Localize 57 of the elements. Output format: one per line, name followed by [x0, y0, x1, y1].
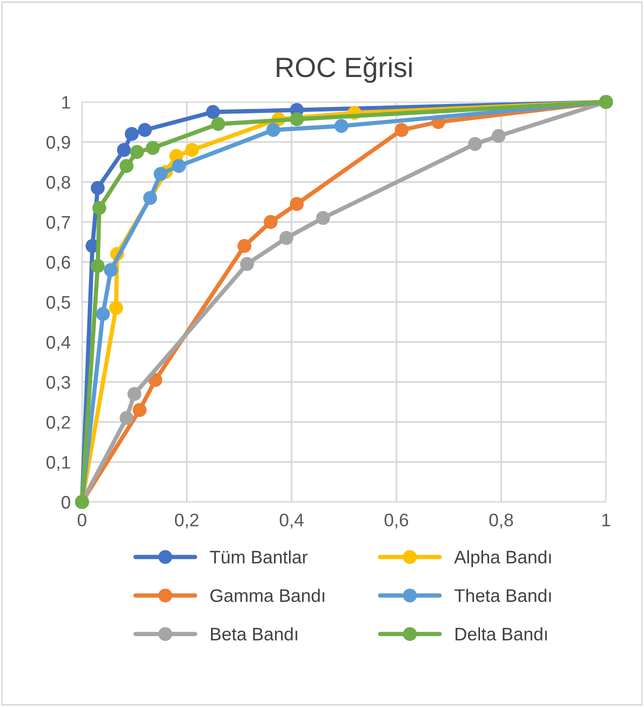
y-tick-label: 0,8	[46, 176, 70, 191]
chart-title: ROC Eğrisi	[276, 56, 412, 83]
point	[468, 137, 482, 151]
point	[90, 181, 105, 195]
y-tick-label: 0,4	[46, 336, 70, 351]
x-tick-label: 1	[602, 514, 610, 526]
point	[92, 201, 106, 215]
point	[237, 239, 252, 253]
point	[124, 127, 139, 141]
legend-label: Beta Bandı	[211, 627, 298, 641]
point	[266, 123, 280, 137]
y-tick-label: 0,5	[46, 296, 70, 311]
point	[143, 191, 158, 205]
point	[109, 301, 124, 315]
y-tick-label: 0,6	[46, 256, 70, 271]
point	[127, 387, 142, 401]
x-tick-label: 0,4	[280, 514, 304, 529]
point	[116, 143, 131, 157]
point	[120, 411, 134, 425]
point	[120, 159, 134, 173]
point	[138, 123, 152, 137]
point	[290, 197, 304, 211]
y-tick-label: 0,3	[46, 376, 70, 391]
x-tick-label: 0,8	[489, 514, 513, 529]
y-tick-label: 0,9	[46, 136, 70, 151]
y-tick-label: 1	[62, 96, 70, 109]
point	[334, 119, 348, 133]
point	[132, 403, 147, 417]
point	[146, 141, 160, 155]
point	[154, 167, 168, 181]
point	[316, 211, 330, 225]
y-tick-label: 0,1	[46, 456, 70, 471]
point	[290, 112, 304, 126]
point	[394, 123, 409, 137]
y-tick-label: 0,2	[46, 416, 70, 431]
point	[240, 257, 254, 271]
point	[104, 263, 118, 277]
point	[492, 129, 506, 143]
x-tick-label: 0	[78, 514, 86, 526]
y-tick-label: 0	[62, 496, 70, 509]
point	[96, 307, 110, 321]
legend-label: Alpha Bandı	[454, 550, 551, 568]
y-tick-label: 0,7	[46, 216, 70, 231]
point	[172, 159, 186, 173]
x-tick-label: 0,2	[174, 514, 198, 529]
legend-label: Tüm Bantlar	[210, 550, 308, 564]
legend-label: Theta Bandı	[454, 588, 551, 602]
point	[185, 143, 199, 157]
point	[279, 231, 294, 245]
point	[211, 117, 226, 131]
point	[264, 215, 278, 229]
point	[130, 145, 144, 159]
legend-label: Gamma Bandı	[210, 588, 324, 602]
legend-label: Delta Bandı	[456, 627, 547, 641]
x-tick-label: 0,6	[384, 514, 408, 529]
point	[206, 105, 220, 119]
point	[90, 259, 105, 273]
